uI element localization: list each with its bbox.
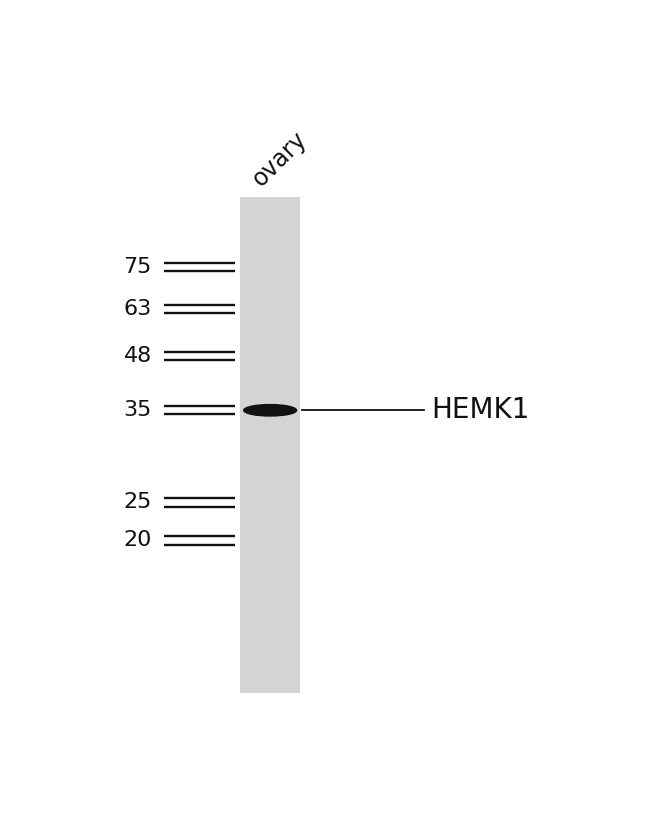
Text: HEMK1: HEMK1 <box>432 396 530 424</box>
Text: 20: 20 <box>124 530 152 550</box>
Text: ovary: ovary <box>248 127 312 191</box>
Text: 48: 48 <box>124 346 152 366</box>
Text: 35: 35 <box>124 400 152 420</box>
Ellipse shape <box>244 404 296 416</box>
Bar <box>240 197 300 693</box>
Text: 63: 63 <box>124 299 152 318</box>
Text: 75: 75 <box>124 257 152 277</box>
Text: 25: 25 <box>124 493 152 512</box>
